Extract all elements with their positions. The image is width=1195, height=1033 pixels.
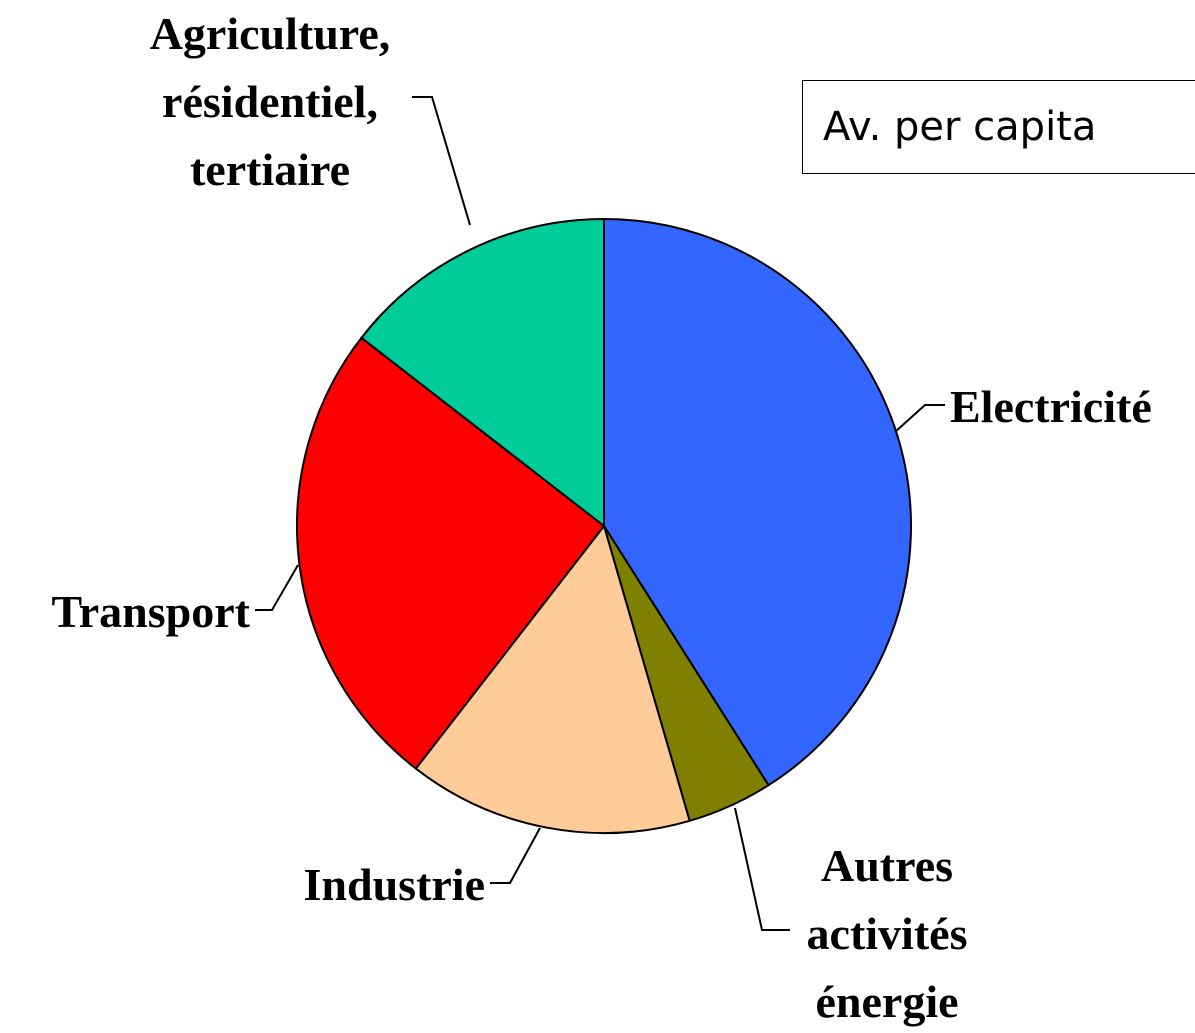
slice-label: Agriculture, résidentiel, tertiaire xyxy=(149,8,391,195)
leader-line xyxy=(894,404,945,433)
slice-label: Electricité xyxy=(950,381,1152,432)
leader-line xyxy=(734,807,790,931)
pie-slice xyxy=(296,336,606,770)
leader-line xyxy=(490,827,541,884)
slice-label: Autres activités énergie xyxy=(806,840,968,1027)
pie-slice xyxy=(414,523,691,834)
slice-label: Transport xyxy=(51,586,251,637)
pie-slice xyxy=(603,217,912,787)
annotation-box: Av. per capita xyxy=(802,80,1195,174)
leader-line xyxy=(255,564,299,611)
slice-label: Industrie xyxy=(303,859,485,910)
pie-slice xyxy=(360,217,605,529)
leader-line xyxy=(412,96,471,226)
